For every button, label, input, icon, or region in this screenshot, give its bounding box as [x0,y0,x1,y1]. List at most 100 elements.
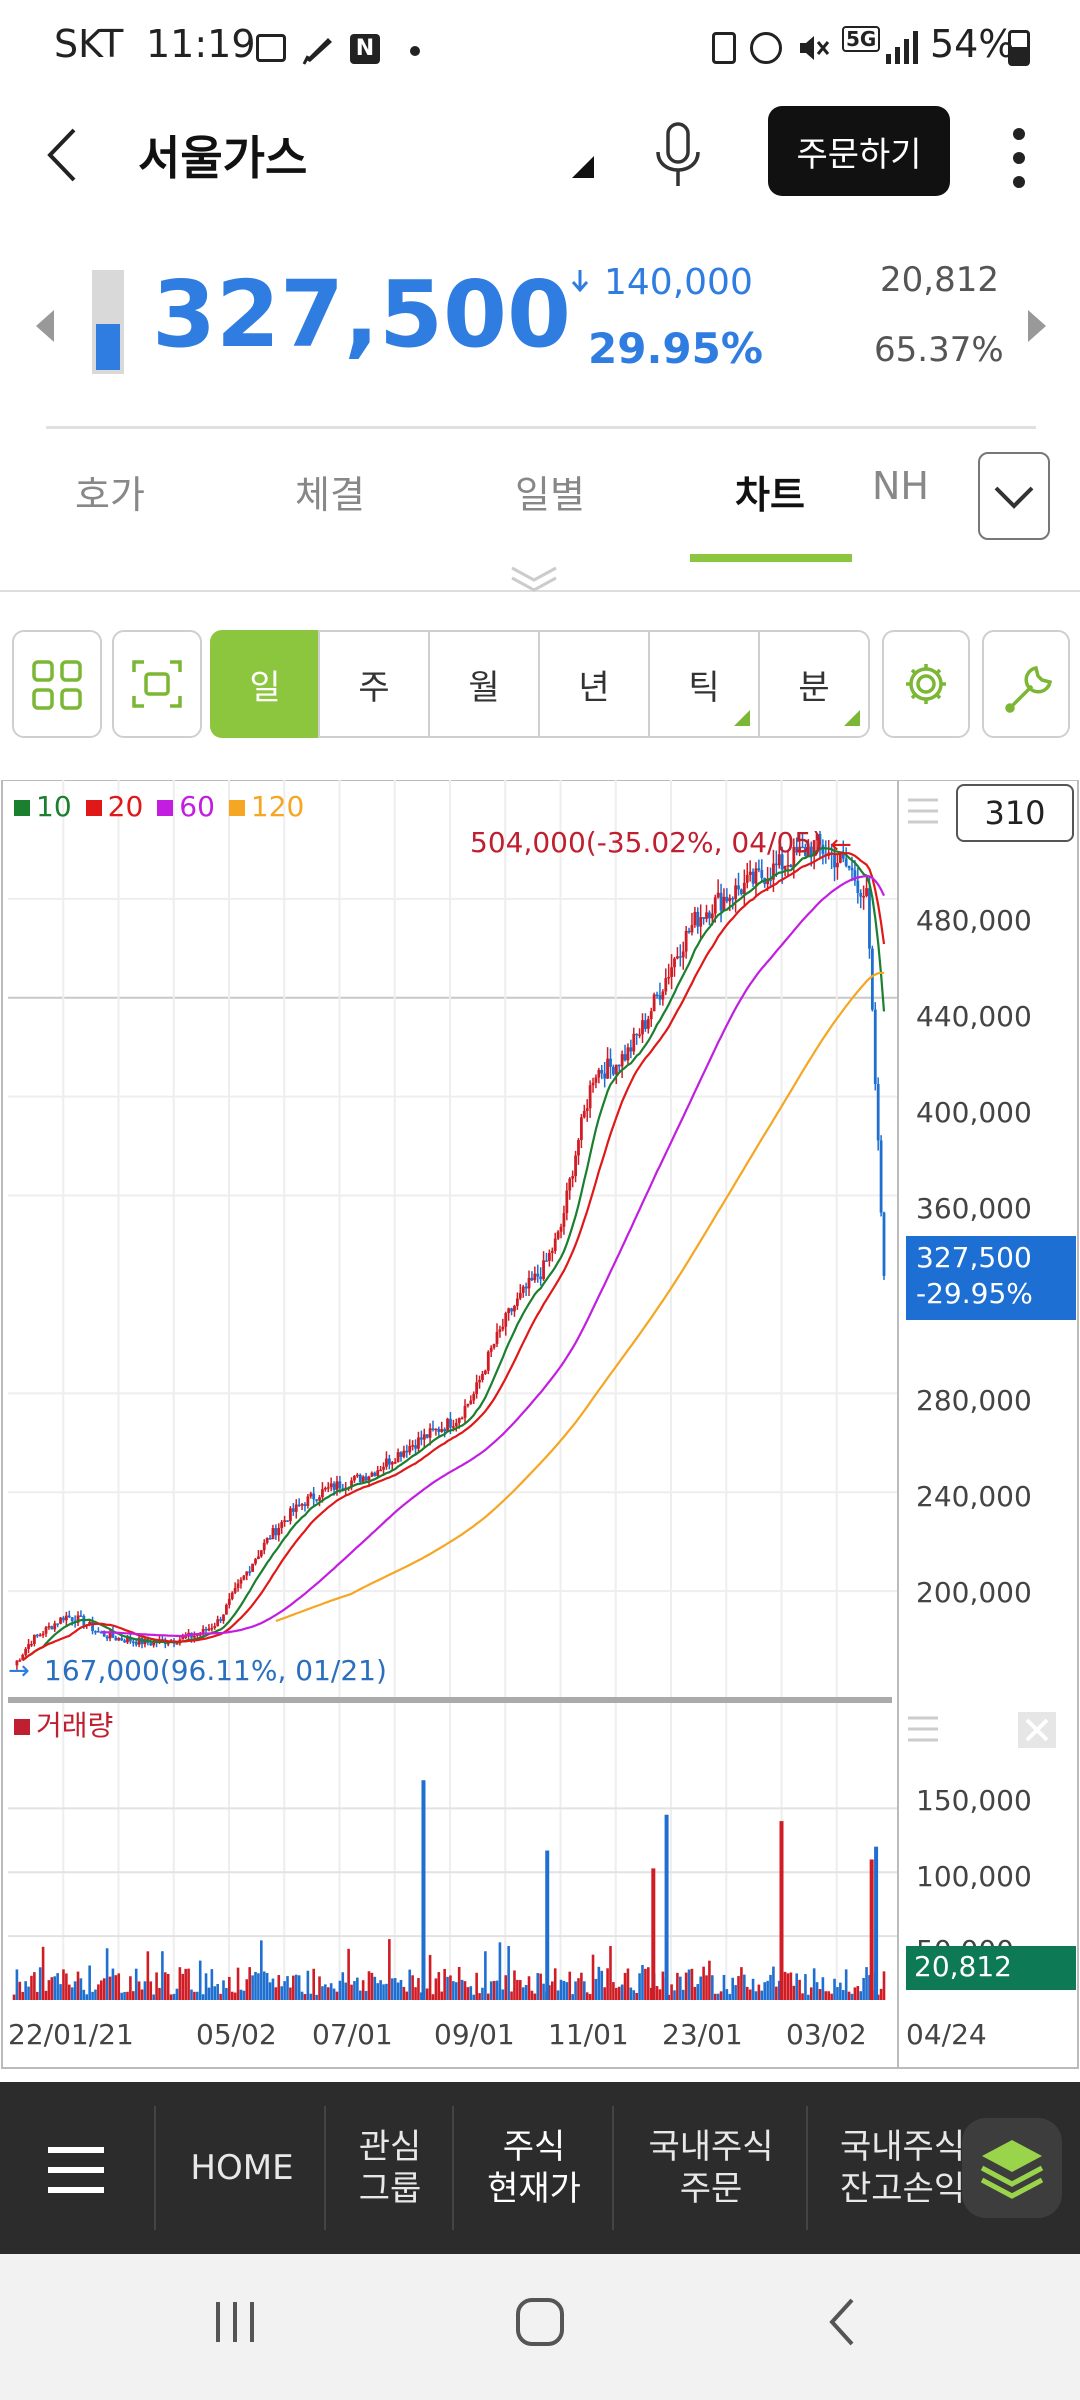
candle-body [254,1559,257,1564]
candle-body [856,880,860,893]
stock-dropdown-icon[interactable] [568,152,596,180]
tab-nh[interactable]: NH [872,464,929,508]
candle-body [454,1422,458,1427]
volume-bar [454,1982,458,2000]
nav-stock-price[interactable]: 주식 현재가 [487,2126,581,2210]
recent-apps-icon[interactable] [210,2294,260,2350]
stock-name[interactable]: 서울가스 [138,131,308,185]
volume-bar [629,1987,633,2000]
period-minute[interactable]: 분 [758,630,870,738]
tab-orderbook[interactable]: 호가 [75,473,145,517]
microphone-icon[interactable] [648,120,708,190]
candle-body [257,1556,260,1560]
chart-settings-button[interactable] [882,630,970,738]
candle-body [591,1082,595,1086]
collapse-chevron-icon[interactable] [506,564,562,592]
candle-body [102,1632,106,1637]
drawing-tools-button[interactable] [982,630,1070,738]
nav-divider [612,2106,614,2230]
candle-body [70,1617,74,1621]
order-button[interactable]: 주문하기 [768,106,950,196]
candle-body [600,1069,604,1074]
candle-body [47,1626,51,1628]
nav-home[interactable]: HOME [190,2147,294,2188]
candle-body [486,1351,490,1371]
more-menu-icon[interactable] [1004,124,1034,192]
volume-bar [324,1984,327,2000]
volume-bar [289,1987,292,2000]
candle-body [833,854,836,868]
candle-body [53,1623,57,1630]
volume-bar [644,1968,647,2000]
candle-body [870,948,874,1010]
back-nav-icon[interactable] [822,2294,862,2350]
candle-body [76,1615,80,1623]
layers-fab[interactable] [962,2118,1062,2218]
indicator-grid-button[interactable] [12,630,102,738]
stock-chart[interactable]: 10 20 60 120 310 504,000(-35.02%, 04/05)… [0,779,1080,2070]
volume-bar [123,1991,126,2000]
period-month[interactable]: 월 [428,630,540,738]
volume-bar [21,1991,25,2000]
naver-icon: N [350,34,380,64]
hamburger-menu-icon[interactable] [44,2144,108,2196]
volume-spike-bar [651,1868,656,2000]
home-icon[interactable] [512,2294,568,2350]
clock: 11:19 [146,22,256,66]
candle-body [498,1329,502,1332]
candle-body [105,1636,109,1639]
volume-bar [789,1972,793,2000]
next-stock-icon[interactable] [1022,306,1052,346]
price-panel-menu-icon[interactable] [906,796,940,826]
volume-bar [702,1966,705,2000]
volume-bar [65,1973,68,2000]
volume-bar [772,1966,775,2000]
period-week[interactable]: 주 [318,630,430,738]
period-year[interactable]: 년 [538,630,650,738]
volume-bar [597,1966,601,2000]
candle-body [472,1394,476,1401]
close-volume-panel-icon[interactable] [1018,1712,1056,1748]
candle-count-input[interactable]: 310 [956,784,1074,842]
volume-bar [318,1976,321,2000]
tab-expand-button[interactable] [978,452,1050,540]
candle-body [181,1636,185,1640]
candle-body [393,1462,397,1464]
candle-body [562,1213,566,1227]
candle-body [315,1499,319,1501]
candle-body [582,1111,586,1118]
volume-bar [591,1954,595,2000]
candle-body [518,1292,522,1299]
volume-bar [484,1951,487,2000]
back-icon[interactable] [36,122,96,188]
previous-stock-icon[interactable] [30,306,60,346]
candle-body [56,1623,60,1625]
candle-body [873,1009,877,1084]
nav-watchlist[interactable]: 관심 그룹 [358,2126,422,2210]
chart-canvas[interactable] [0,779,1080,2070]
volume-bar [510,1991,513,2000]
candle-body [390,1462,394,1465]
candle-body [489,1347,493,1352]
tab-chart[interactable]: 차트 [735,473,805,517]
nav-domestic-balance[interactable]: 국내주식 잔고손익 [840,2126,966,2210]
candle-body [795,846,799,853]
candle-body [137,1637,141,1645]
volume-bar [24,1981,27,2000]
low-price-annotation: 167,000(96.11%, 01/21) [44,1654,387,1687]
fullscreen-button[interactable] [112,630,202,738]
volume-panel-menu-icon[interactable] [906,1714,940,1744]
candle-body [588,1085,592,1109]
volume-bar [193,1991,196,2000]
tab-daily[interactable]: 일별 [515,473,585,517]
candle-body [638,1034,641,1036]
candle-body [609,1058,612,1067]
period-day[interactable]: 일 [210,630,320,738]
volume-bar [783,1971,787,2000]
legend-ma10: 10 [14,790,72,823]
volume-bar [213,1986,217,2000]
volume-bar [233,1992,237,2000]
volume-bar [667,1994,670,2000]
tab-trades[interactable]: 체결 [295,473,365,517]
nav-domestic-order[interactable]: 국내주식 주문 [648,2126,774,2210]
